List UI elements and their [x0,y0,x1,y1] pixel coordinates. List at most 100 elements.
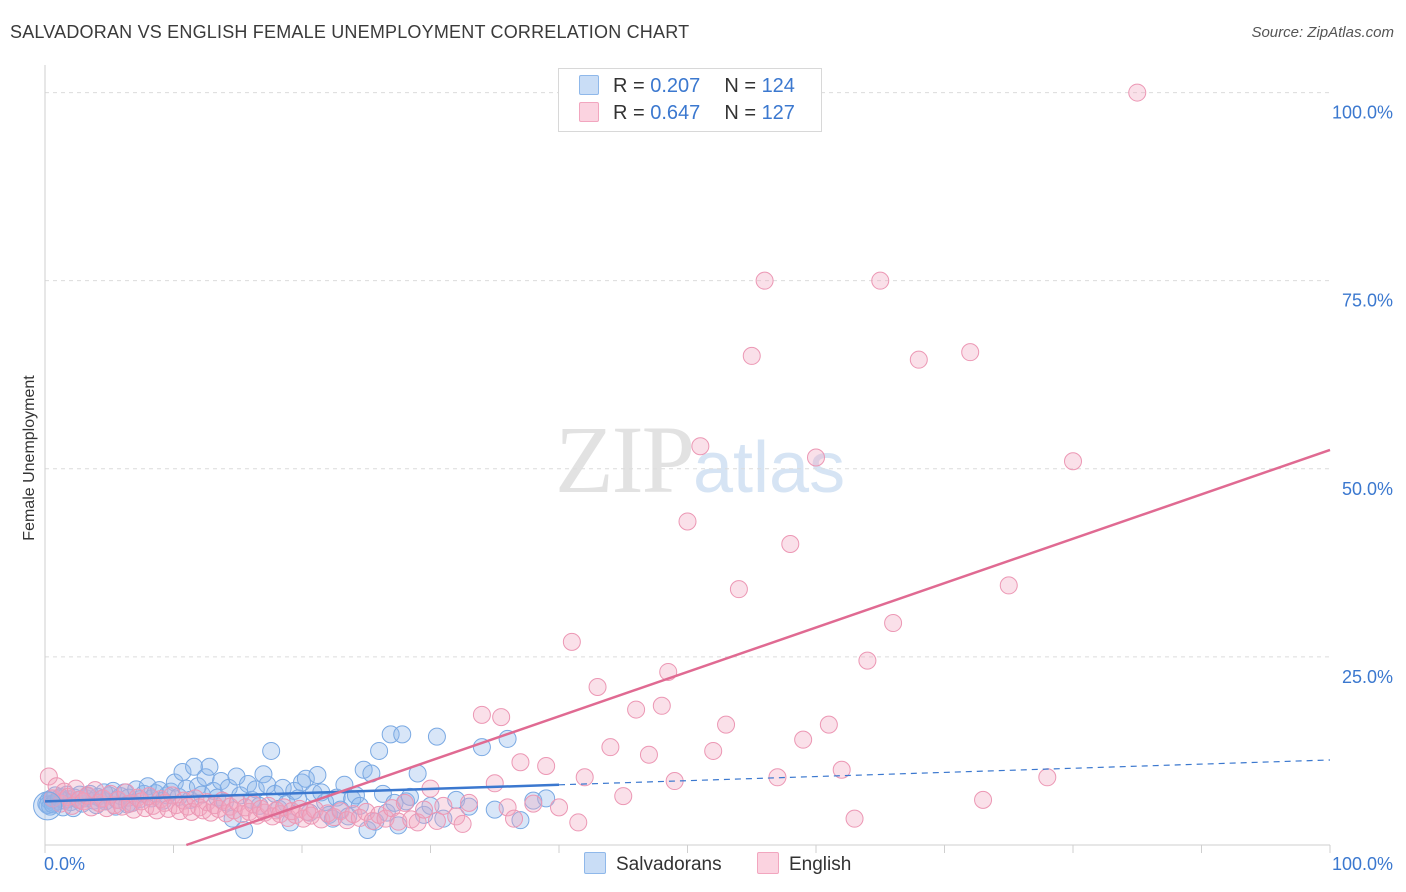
watermark-atlas: atlas [693,428,846,508]
data-point-english [460,793,479,812]
legend-n-value: 124 [761,75,795,97]
data-point-english [1038,768,1057,787]
data-point-english [652,696,671,715]
x-tick-label: 0.0% [44,854,85,874]
data-point-english [575,768,594,787]
data-point-english [729,580,748,599]
bottom-legend-swatch-salvadorans [584,852,606,874]
data-point-english [768,768,787,787]
data-point-english [961,343,980,362]
data-point-english [569,813,588,832]
data-point-english [524,794,543,813]
data-point-english [717,715,736,734]
data-point-english [492,708,511,727]
watermark: ZIPatlas [555,404,845,515]
data-point-english [691,437,710,456]
data-point-english [427,811,446,830]
data-point-salvadorans [370,741,389,760]
data-point-english [511,753,530,772]
data-point-english [884,614,903,633]
data-point-english [415,800,434,819]
data-point-english [39,767,58,786]
data-point-english [116,783,135,802]
legend-n-label: N = [724,102,762,124]
y-tick-label: 75.0% [1342,291,1393,311]
data-point-english [742,346,761,365]
correlation-legend: R = 0.207 N = 124 R = 0.647 N = 127 [558,68,822,132]
data-point-english [974,790,993,809]
data-point-english [627,700,646,719]
legend-n-value: 127 [761,102,795,124]
watermark-zip: ZIP [555,406,695,513]
data-point-english [395,793,414,812]
data-point-english [858,651,877,670]
data-point-english [832,760,851,779]
data-point-english [163,786,182,805]
data-point-salvadorans [472,738,491,757]
source-credit: Source: ZipAtlas.com [1251,24,1394,41]
data-point-salvadorans [33,791,63,821]
legend-r-value: 0.647 [650,102,701,124]
data-point-salvadorans [308,766,327,785]
legend-swatch-english [579,102,599,122]
data-point-english [472,705,491,724]
trend-line-english [185,448,1331,847]
data-point-english [819,715,838,734]
data-point-english [909,350,928,369]
data-point-salvadorans [400,787,419,806]
data-point-english [1128,83,1147,102]
bottom-legend-label-english: English [789,854,852,875]
y-tick-label: 100.0% [1332,103,1393,123]
data-point-english [601,738,620,757]
legend-r-label: R = [613,102,651,124]
data-point-english [498,798,517,817]
y-tick-label: 25.0% [1342,667,1393,687]
legend-swatch-salvadorans [579,75,599,95]
data-point-english [794,730,813,749]
data-point-english [755,271,774,290]
data-point-english [147,801,166,820]
data-point-english [999,576,1018,595]
data-point-english [704,741,723,760]
data-point-english [485,774,504,793]
data-point-english [807,448,825,467]
data-point-english [1064,452,1082,471]
bottom-legend-salvadorans: Salvadorans [584,852,722,876]
data-point-english [614,787,633,806]
data-point-salvadorans [460,797,479,816]
data-point-english [140,787,159,806]
data-point-english [562,632,581,651]
legend-r-value: 0.207 [650,75,701,97]
data-point-salvadorans [296,769,315,788]
data-point-salvadorans [262,741,281,760]
bottom-legend-swatch-english [757,852,779,874]
bottom-legend-label-salvadorans: Salvadorans [616,854,722,875]
data-point-salvadorans [385,793,404,812]
legend-r-label: R = [613,75,651,97]
data-point-english [537,756,556,775]
data-point-salvadorans [200,757,219,776]
data-point-english [453,814,472,833]
data-point-salvadorans [393,725,412,744]
y-tick-label: 50.0% [1342,479,1393,499]
trend-line-salvadorans-extension [558,759,1331,786]
data-point-english [871,271,890,290]
data-point-salvadorans [138,777,157,796]
trend-line-salvadorans [44,783,560,803]
chart-title: SALVADORAN VS ENGLISH FEMALE UNEMPLOYMEN… [10,22,690,42]
legend-n-label: N = [724,75,762,97]
data-point-salvadorans [196,768,215,787]
x-tick-label: 100.0% [1332,854,1393,874]
data-point-english [588,677,607,696]
data-point-english [434,796,453,815]
data-point-salvadorans [511,811,530,830]
bottom-legend-english: English [757,852,851,876]
data-point-english [505,809,524,828]
data-point-salvadorans [254,765,273,784]
data-point-english [639,745,658,764]
data-point-english [678,512,697,531]
data-point-english [781,535,800,554]
legend-row-english: R = 0.647 N = 127 [579,102,795,125]
data-point-salvadorans [427,727,446,746]
